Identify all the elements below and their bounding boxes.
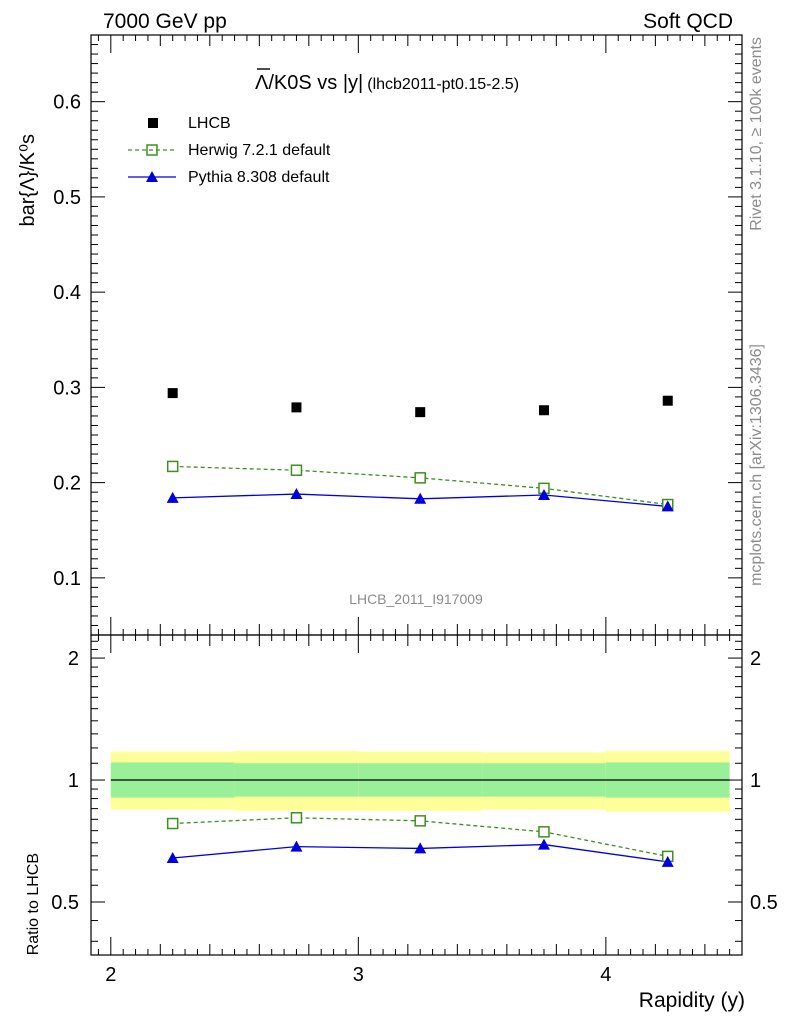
herwig-point: [166, 460, 179, 473]
lhcb-point: [167, 388, 178, 399]
main-ytick-label: 0.4: [53, 282, 81, 304]
axes: 0.1 0.2 0.3 0.4 0.5 0.6 0.5 0.5 1 1 2 2 2 3 4: [51, 34, 778, 986]
ratio-pythia-point: [166, 852, 179, 864]
main-series: [166, 388, 674, 512]
lhcb-point: [291, 402, 302, 413]
ratio-ytick-label-left: 2: [68, 648, 79, 670]
pythia-point: [414, 492, 427, 504]
ratio-ytick-label-left: 1: [68, 770, 79, 792]
ratio-ytick-label-right: 1: [750, 770, 761, 792]
plot-title-sub: (lhcb2011-pt0.15-2.5): [367, 76, 519, 93]
lhcb-point: [415, 407, 426, 418]
ratio-herwig-point: [290, 812, 303, 824]
legend-label-pythia: Pythia 8.308 default: [188, 169, 330, 186]
ratio-pythia-point: [290, 840, 303, 852]
lhcb-point: [538, 405, 549, 416]
ratio-herwig-point: [538, 826, 550, 838]
plot-title: Λ/K0S vs |y| (lhcb2011-pt0.15-2.5): [255, 72, 519, 94]
legend: LHCB Herwig 7.2.1 default Pythia 8.308 d…: [128, 115, 331, 186]
watermark: LHCB_2011_I917009: [349, 591, 483, 607]
ratio-ytick-label-left: 0.5: [51, 892, 79, 914]
ratio-ylabel: Ratio to LHCB: [25, 853, 42, 955]
ratio-herwig-point: [414, 815, 426, 827]
main-ytick-label: 0.6: [53, 92, 81, 114]
pythia-point: [537, 489, 550, 500]
main-ylabel: bar{Λ}/K⁰s: [17, 134, 39, 227]
main-ytick-label: 0.5: [53, 187, 81, 209]
rivet-label: Rivet 3.1.10, ≥ 100k events: [748, 37, 765, 231]
energy-label: 7000 GeV pp: [103, 10, 227, 33]
pythia-point: [166, 491, 179, 503]
herwig-point: [290, 464, 303, 476]
legend-marker-lhcb: [148, 118, 158, 128]
ratio-ytick-label-right: 2: [750, 648, 761, 670]
main-ytick-label: 0.1: [53, 568, 81, 590]
lhcb-point: [662, 395, 673, 406]
ratio-herwig-point: [166, 817, 179, 830]
ratio-pythia-point: [414, 842, 427, 854]
pythia-point: [661, 500, 674, 512]
ratio-ytick-label-right: 0.5: [750, 892, 778, 914]
legend-marker-pythia: [146, 171, 158, 182]
ratio-uncertainty-bands: [110, 750, 730, 812]
main-ytick-label: 0.3: [53, 377, 81, 399]
legend-marker-herwig: [146, 144, 158, 156]
ratio-pythia-point: [661, 855, 674, 867]
legend-label-lhcb: LHCB: [188, 115, 231, 132]
plot-title-main: Λ/K0S vs |y|: [255, 72, 363, 94]
xtick-label: 4: [600, 964, 611, 986]
xtick-label: 2: [105, 964, 116, 986]
ratio-series: [166, 812, 674, 867]
ratio-frame: [90, 634, 743, 956]
main-ytick-label: 0.2: [53, 473, 81, 495]
legend-label-herwig: Herwig 7.2.1 default: [188, 142, 331, 159]
mcplots-label: mcplots.cern.ch [arXiv:1306.3436]: [748, 344, 765, 586]
process-label: Soft QCD: [643, 10, 733, 33]
xlabel: Rapidity (y): [639, 989, 745, 1012]
xtick-label: 3: [353, 964, 364, 986]
pythia-point: [290, 488, 303, 500]
ratio-pythia-point: [537, 838, 550, 850]
herwig-point: [414, 472, 426, 484]
